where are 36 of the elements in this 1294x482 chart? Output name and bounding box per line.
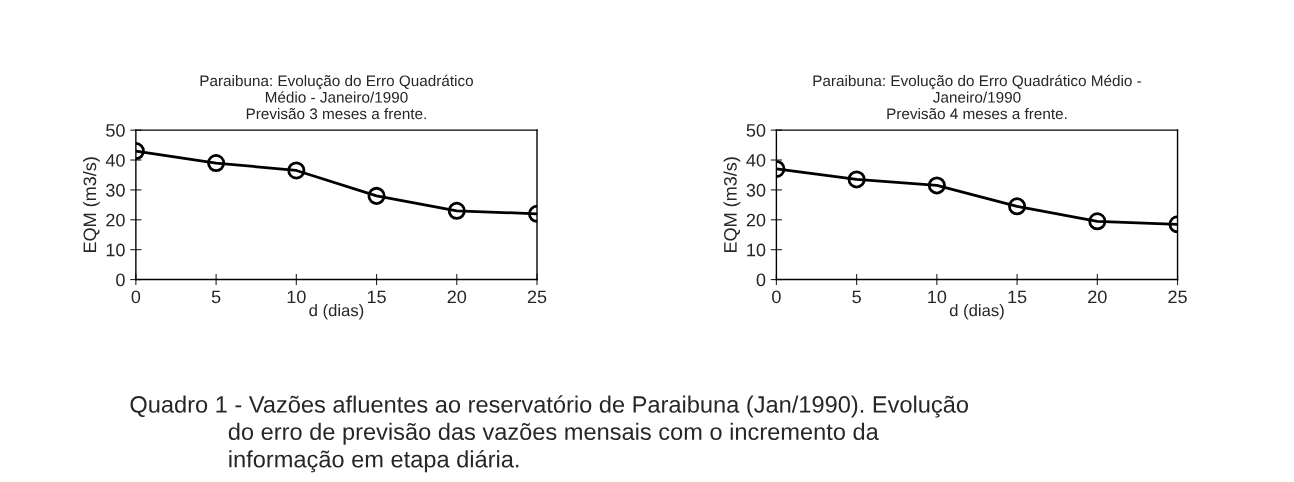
y-tick-label: 10 [747,243,766,257]
x-axis-title: d (dias) [949,304,1004,320]
text: Quadro 1 - Vazões afluentes ao reservatório de Paraibuna (Jan/1990). Evolução do erro de previsão das vazões mensais com o incremento da informação em etapa diária. [130,395,968,473]
x-tick-label: 5 [852,290,861,304]
point [287,161,306,180]
x-tick-label: 20 [447,290,467,304]
y-axis-title: EQM (m3/s) [723,157,741,253]
y-tick-label: 0 [116,273,125,287]
x-axis-title: d (dias) [309,304,364,320]
y-tick-label: 10 [106,243,125,257]
y-tick-label: 40 [105,153,125,167]
x-tick-label: 25 [527,290,547,304]
x-tick-label: 0 [772,290,781,304]
y-tick-label: 30 [746,183,766,197]
x-tick-label: 10 [287,290,306,304]
x-tick-label: 20 [1088,290,1107,304]
chart-title: Paraibuna: Evolução do Erro Quadrático Médio - Janeiro/1990 Previsão 3 meses a frente. [200,74,473,120]
y-tick-label: 20 [746,213,766,227]
chart-title: Paraibuna: Evolução do Erro Quadrático Médio - Janeiro/1990 Previsão 4 meses a frente. [813,74,1142,120]
x-tick-label: 15 [367,290,386,304]
x-tick-label: 15 [1008,290,1027,304]
y-tick-label: 30 [106,183,125,197]
y-tick-label: 40 [746,153,766,167]
y-tick-label: 50 [746,124,766,137]
x-tick-label: 10 [928,290,947,304]
x-tick-label: 5 [211,290,221,304]
y-axis-title: EQM (m3/s) [82,157,100,253]
x-tick-label: 0 [131,290,141,304]
point [367,186,386,205]
point [927,176,946,195]
point [207,153,226,173]
y-tick-label: 0 [756,273,766,287]
y-tick-label: 50 [106,124,125,137]
y-tick-label: 20 [106,213,125,227]
x-tick-label: 25 [1168,290,1187,304]
point [1008,197,1027,216]
